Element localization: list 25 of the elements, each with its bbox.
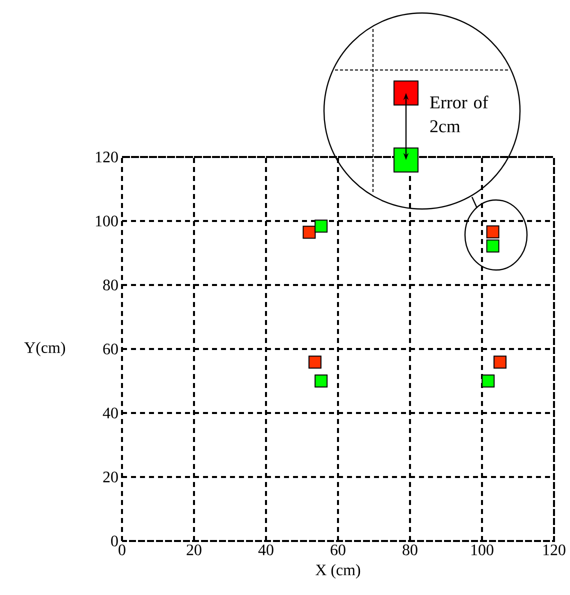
x-tick-label: 40 <box>258 544 274 556</box>
point <box>302 226 316 239</box>
text: Error of 2cm <box>430 96 488 132</box>
y-tick-label: 0 <box>111 536 118 546</box>
x-tick-label: 80 <box>402 544 418 556</box>
x-tick-label: 60 <box>330 544 346 556</box>
point <box>486 225 500 238</box>
y-tick-label: 100 <box>96 216 118 226</box>
y-tick-label: 20 <box>103 472 118 482</box>
x-tick-label: 20 <box>186 544 202 556</box>
y-tick-label: 60 <box>103 344 118 354</box>
point <box>314 374 328 388</box>
point <box>494 356 507 369</box>
y-axis-title: Y(cm) <box>24 342 66 356</box>
x-axis-title: X (cm) <box>316 564 360 579</box>
x-tick-label: 100 <box>471 544 494 556</box>
point <box>308 356 322 369</box>
x-tick-label: 120 <box>543 544 566 556</box>
y-tick-label: 120 <box>96 152 118 162</box>
point <box>486 239 500 252</box>
x-tick-label: 0 <box>118 544 126 556</box>
y-tick-label: 40 <box>102 408 118 418</box>
point <box>314 220 328 233</box>
y-tick-label: 80 <box>103 280 118 290</box>
point <box>482 374 495 388</box>
